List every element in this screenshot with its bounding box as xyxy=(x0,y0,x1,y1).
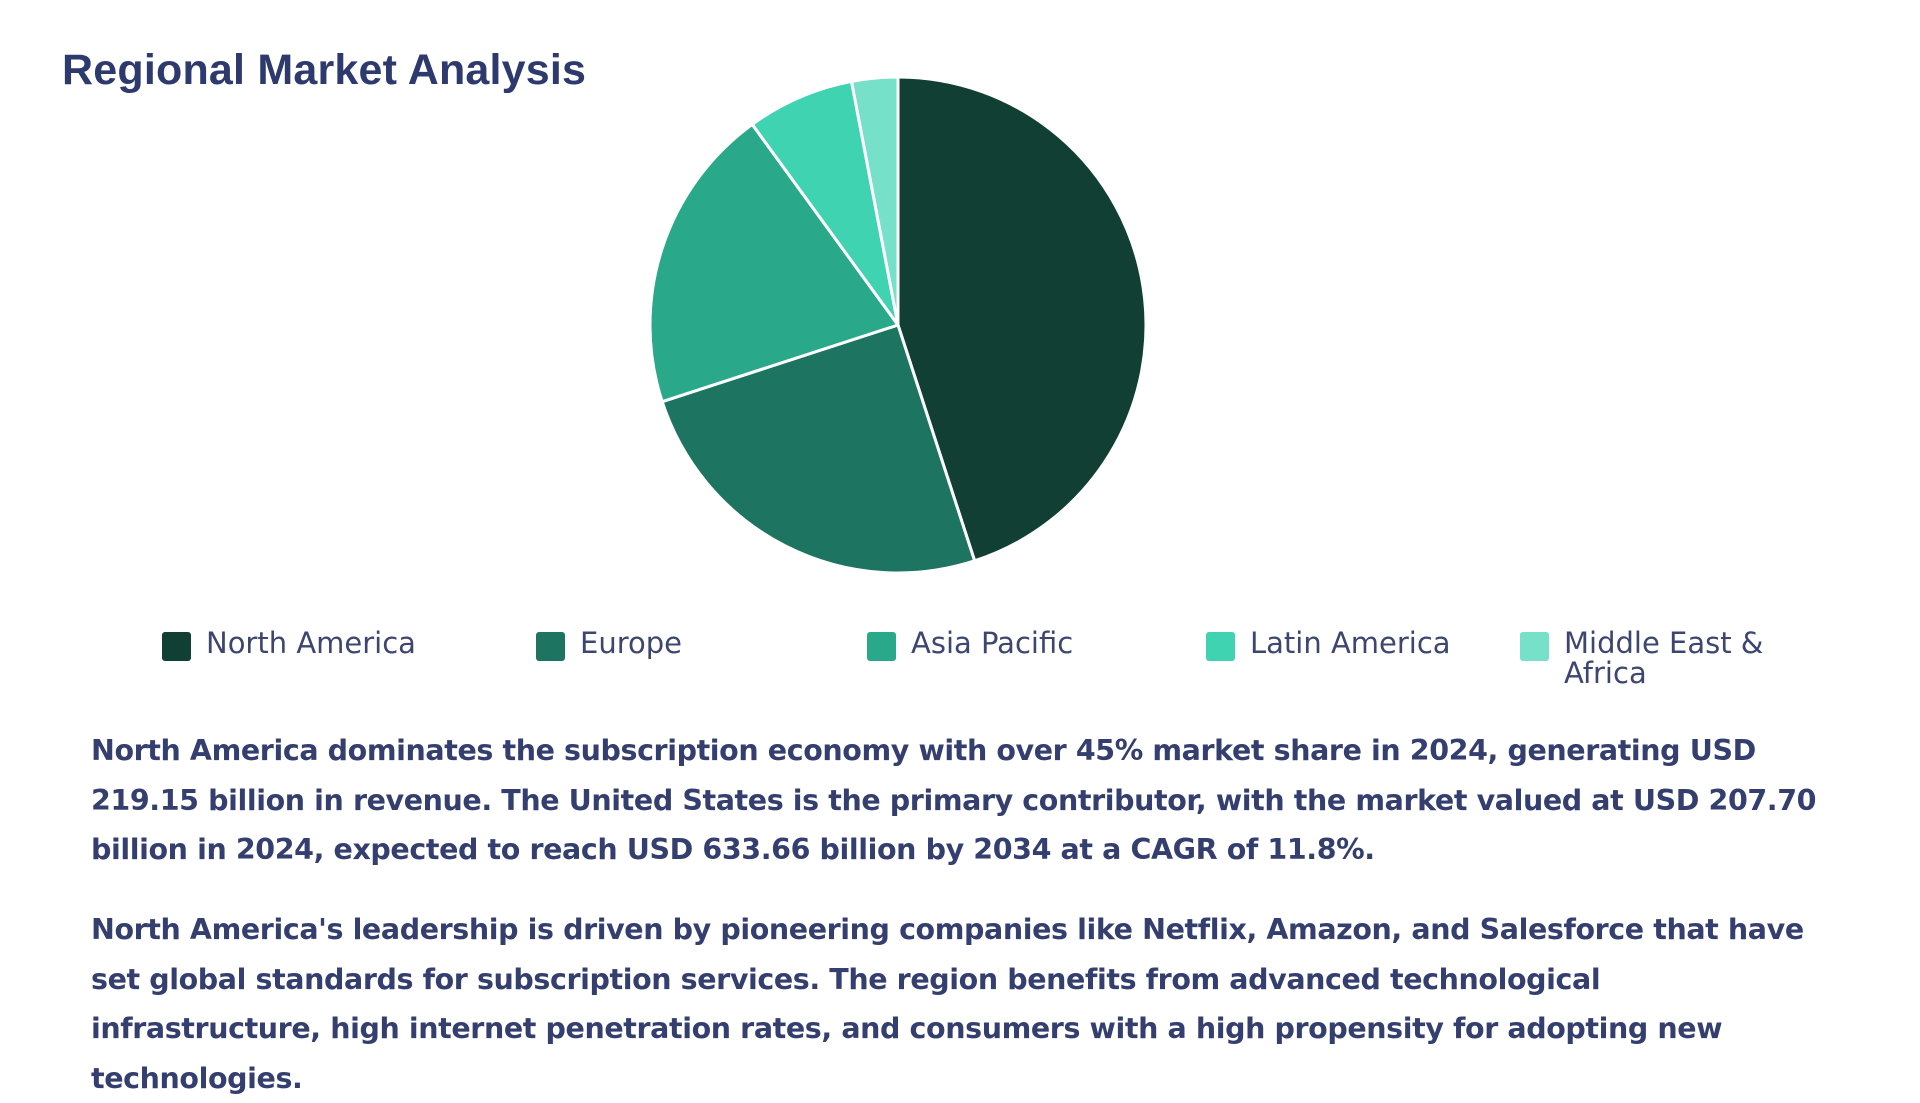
pie-slice-north-america xyxy=(896,75,1148,563)
chart-legend: North America Europe Asia Pacific Latin … xyxy=(0,628,1920,708)
pie-slice-asia-pacific xyxy=(648,122,900,404)
analysis-paragraph: North America's leadership is driven by … xyxy=(91,913,1804,1095)
legend-swatch-middle-east-africa xyxy=(1520,632,1549,661)
pie-slice-middle-east-africa xyxy=(850,75,900,327)
legend-item-europe: Europe xyxy=(536,628,810,661)
legend-item-north-america: North America xyxy=(162,628,436,661)
legend-label-europe: Europe xyxy=(580,626,682,660)
legend-label-middle-east-africa: Middle East & Africa xyxy=(1564,626,1764,690)
legend-swatch-europe xyxy=(536,632,565,661)
pie-slice-europe xyxy=(660,323,977,575)
legend-item-asia-pacific: Asia Pacific xyxy=(867,628,1141,661)
pie-chart xyxy=(648,75,1148,575)
legend-swatch-asia-pacific xyxy=(867,632,896,661)
legend-label-asia-pacific: Asia Pacific xyxy=(911,626,1074,660)
page-title: Regional Market Analysis xyxy=(62,46,587,94)
analysis-paragraph: North America dominates the subscription… xyxy=(91,734,1817,866)
pie-slices xyxy=(648,75,1148,575)
legend-swatch-latin-america xyxy=(1206,632,1235,661)
legend-label-latin-america: Latin America xyxy=(1250,626,1451,660)
legend-swatch-north-america xyxy=(162,632,191,661)
legend-item-middle-east-africa: Middle East & Africa xyxy=(1520,628,1779,688)
legend-item-latin-america: Latin America xyxy=(1206,628,1480,661)
pie-slice-latin-america xyxy=(750,79,900,327)
legend-label-north-america: North America xyxy=(206,626,416,660)
